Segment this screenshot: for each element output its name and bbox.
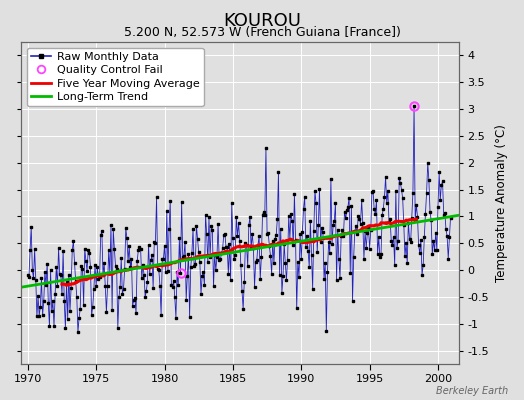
- Y-axis label: Temperature Anomaly (°C): Temperature Anomaly (°C): [495, 124, 508, 282]
- Legend: Raw Monthly Data, Quality Control Fail, Five Year Moving Average, Long-Term Tren: Raw Monthly Data, Quality Control Fail, …: [27, 48, 204, 106]
- Text: Berkeley Earth: Berkeley Earth: [436, 386, 508, 396]
- Text: 5.200 N, 52.573 W (French Guiana [France]): 5.200 N, 52.573 W (French Guiana [France…: [124, 26, 400, 39]
- Text: KOUROU: KOUROU: [223, 12, 301, 30]
